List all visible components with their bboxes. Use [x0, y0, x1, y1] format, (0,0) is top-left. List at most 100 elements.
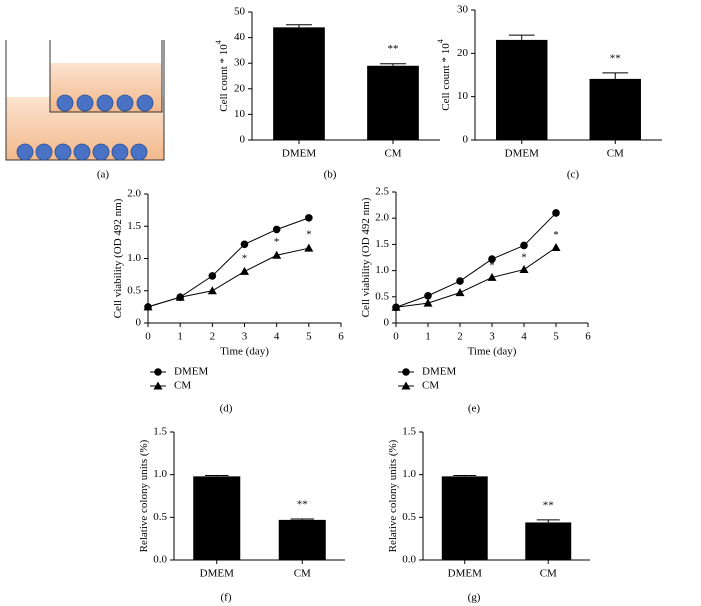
- y-tick-label: 0: [384, 317, 390, 329]
- y-tick-label: 0.5: [375, 290, 389, 302]
- legend-marker: [401, 381, 411, 390]
- legend-marker: [153, 381, 163, 390]
- y-axis-title-text: Relative colony units (%): [138, 439, 150, 552]
- y-axis-title: Cell viability (OD 492 nm): [112, 198, 124, 318]
- marker: [423, 298, 433, 307]
- marker: [455, 288, 465, 297]
- marker: [551, 243, 561, 252]
- panel-label: (g): [468, 592, 481, 604]
- y-tick-label: 50: [234, 6, 246, 18]
- bar: [441, 476, 488, 560]
- significance: **: [388, 43, 399, 55]
- y-tick-label: 1.0: [127, 252, 141, 264]
- y-tick-label: 0: [240, 134, 246, 146]
- significance: **: [543, 499, 554, 511]
- x-tick-label: DMEM: [505, 148, 539, 160]
- significance: *: [242, 252, 248, 264]
- x-tick-label: 2: [457, 331, 463, 343]
- bar: [525, 522, 572, 560]
- y-tick-label: 1.5: [127, 220, 141, 232]
- legend-marker: [402, 368, 410, 376]
- y-axis-title: Relative colony units (%): [138, 439, 150, 552]
- x-tick-label: 0: [145, 331, 151, 343]
- significance: *: [489, 259, 495, 271]
- marker: [487, 272, 497, 281]
- y-tick-label: 1.0: [153, 468, 167, 480]
- bar: [193, 476, 241, 560]
- x-tick-label: 6: [338, 331, 344, 343]
- y-axis-title-sup: 4: [214, 40, 223, 44]
- marker: [456, 277, 464, 285]
- marker: [207, 286, 217, 295]
- legend-marker: [154, 368, 162, 376]
- x-tick-label: CM: [294, 568, 311, 580]
- x-tick-label: 5: [553, 331, 559, 343]
- y-tick-label: 20: [457, 47, 469, 59]
- significance: *: [553, 229, 559, 241]
- y-tick-label: 0: [463, 134, 469, 146]
- marker: [488, 255, 496, 263]
- x-axis-title: Time (day): [468, 346, 517, 358]
- marker: [424, 291, 432, 300]
- series-line: [395, 212, 557, 308]
- y-axis-title: Relative colony units (%): [387, 439, 399, 552]
- legend-label: CM: [422, 380, 439, 392]
- marker: [520, 241, 528, 250]
- panel-label: (a): [97, 169, 110, 181]
- bar: [589, 78, 641, 140]
- x-tick-label: CM: [384, 148, 401, 160]
- x-tick-label: 2: [210, 331, 216, 343]
- marker: [552, 209, 560, 217]
- significance: *: [521, 252, 527, 264]
- x-tick-label: 4: [521, 331, 527, 343]
- panel-label: (e): [468, 403, 481, 415]
- y-tick-label: 0.5: [127, 284, 141, 296]
- y-axis-title-text: Cell viability (OD 492 nm): [360, 197, 372, 317]
- significance: **: [610, 52, 621, 64]
- bar: [278, 519, 326, 560]
- panel-label: (f): [221, 592, 232, 604]
- marker: [391, 302, 401, 311]
- y-tick-label: 0: [136, 317, 142, 329]
- x-tick-label: DMEM: [448, 568, 482, 580]
- x-tick-label: CM: [540, 568, 557, 580]
- x-tick-label: DMEM: [282, 148, 316, 160]
- x-tick-label: CM: [607, 148, 624, 160]
- y-tick-label: 1.5: [153, 426, 167, 438]
- bar: [367, 65, 419, 140]
- y-tick-label: 40: [234, 31, 246, 43]
- y-tick-label: 30: [234, 57, 246, 69]
- y-tick-label: 10: [457, 90, 469, 102]
- y-tick-label: 1.0: [375, 264, 389, 276]
- y-tick-label: 0.0: [153, 554, 167, 566]
- series-line: [147, 247, 309, 308]
- x-tick-label: DMEM: [200, 568, 234, 580]
- significance: *: [274, 236, 280, 248]
- marker: [305, 214, 313, 222]
- significance: *: [306, 228, 312, 240]
- legend-label: CM: [174, 380, 191, 392]
- x-tick-label: 6: [585, 331, 591, 343]
- y-tick-label: 2.0: [127, 188, 141, 200]
- y-tick-label: 0.5: [402, 511, 416, 523]
- marker: [240, 266, 249, 275]
- significance: **: [297, 499, 308, 511]
- y-tick-label: 1.0: [402, 468, 416, 480]
- x-tick-label: 4: [274, 331, 280, 343]
- y-axis-title-sup: 4: [436, 39, 445, 43]
- marker: [304, 243, 314, 252]
- legend-label: DMEM: [174, 366, 208, 378]
- x-tick-label: 3: [489, 331, 495, 343]
- x-tick-label: 0: [393, 331, 399, 343]
- y-axis-title-text: Cell viability (OD 492 nm): [112, 198, 124, 318]
- y-axis-title-text: Cell count * 10: [440, 43, 452, 111]
- y-tick-label: 30: [457, 4, 469, 16]
- panel-label: (d): [220, 403, 233, 415]
- bar: [273, 27, 325, 140]
- marker: [240, 240, 249, 249]
- y-axis-title-text: Relative colony units (%): [387, 439, 399, 552]
- marker: [519, 265, 529, 274]
- x-tick-label: 5: [306, 331, 312, 343]
- panel-label: (c): [567, 169, 580, 181]
